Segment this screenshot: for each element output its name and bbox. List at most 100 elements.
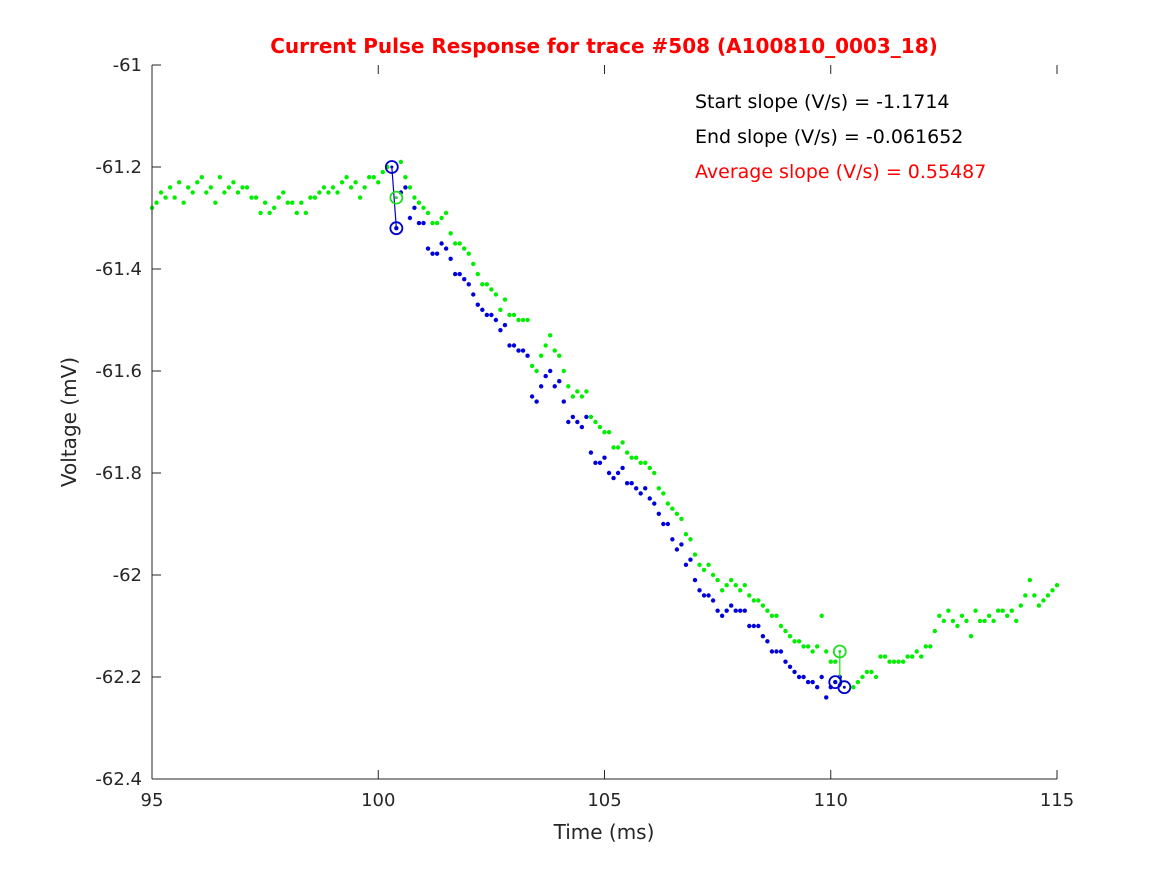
data-point-series-1 — [253, 195, 259, 200]
data-point-series-1 — [692, 552, 698, 557]
data-point-series-1 — [977, 618, 983, 624]
data-point-series-1 — [900, 659, 906, 664]
data-point-series-1 — [244, 185, 250, 190]
data-point-series-1 — [471, 261, 476, 267]
data-point-series-2 — [493, 317, 499, 323]
data-point-series-1 — [814, 644, 820, 649]
data-point-series-2 — [633, 486, 639, 491]
slope-annotation: End slope (V/s) = -0.061652 — [695, 126, 963, 148]
data-point-series-1 — [742, 583, 747, 588]
data-point-series-2 — [751, 623, 757, 629]
data-point-series-1 — [199, 175, 204, 180]
data-point-series-2 — [489, 312, 494, 318]
data-point-series-1 — [290, 200, 295, 205]
data-point-series-1 — [652, 470, 657, 476]
y-tick-label: -61.8 — [95, 463, 142, 484]
data-point-series-1 — [321, 185, 327, 190]
data-point-series-1 — [566, 384, 571, 389]
data-point-series-1 — [670, 506, 675, 511]
data-point-series-1 — [833, 659, 838, 664]
data-point-series-2 — [824, 695, 829, 700]
data-point-series-1 — [258, 210, 263, 216]
data-point-series-2 — [511, 343, 517, 348]
slope-marker — [832, 644, 847, 659]
data-point-series-2 — [502, 322, 508, 328]
data-point-series-1 — [982, 618, 987, 624]
data-point-series-2 — [805, 679, 811, 685]
data-point-series-1 — [285, 200, 290, 205]
data-point-series-1 — [181, 200, 186, 205]
data-point-series-1 — [548, 333, 553, 338]
data-point-series-2 — [543, 373, 548, 379]
data-point-series-2 — [652, 501, 657, 506]
data-point-series-2 — [457, 271, 462, 277]
data-point-series-1 — [213, 200, 218, 205]
data-point-series-1 — [968, 634, 974, 639]
data-point-series-1 — [434, 220, 440, 226]
data-point-series-1 — [715, 577, 720, 583]
data-point-series-1 — [475, 271, 480, 277]
data-point-series-2 — [462, 277, 467, 282]
data-point-series-1 — [1045, 593, 1051, 598]
data-point-series-1 — [1027, 577, 1033, 583]
data-point-series-2 — [769, 649, 775, 654]
data-point-series-1 — [452, 241, 458, 246]
data-point-series-1 — [276, 195, 281, 200]
data-point-series-1 — [457, 241, 462, 246]
data-point-series-1 — [937, 613, 942, 618]
data-point-series-2 — [430, 251, 435, 256]
data-point-series-1 — [195, 180, 200, 185]
data-point-series-1 — [986, 613, 992, 618]
data-point-series-1 — [443, 210, 449, 216]
data-point-series-1 — [330, 185, 336, 190]
data-point-series-1 — [747, 593, 752, 598]
slope-marker — [389, 221, 404, 236]
data-point-series-1 — [448, 231, 453, 236]
data-point-series-1 — [882, 654, 888, 659]
data-point-series-1 — [489, 287, 494, 292]
data-point-series-1 — [398, 159, 404, 165]
data-point-series-1 — [493, 292, 499, 297]
data-point-series-1 — [923, 644, 928, 649]
data-point-series-2 — [403, 185, 408, 190]
data-point-series-1 — [946, 608, 951, 613]
data-point-series-2 — [638, 491, 643, 496]
data-point-series-2 — [529, 394, 535, 399]
data-point-series-2 — [575, 419, 580, 425]
marker-layer — [384, 160, 852, 695]
data-point-series-2 — [516, 348, 521, 353]
data-point-series-1 — [719, 588, 725, 593]
data-point-series-1 — [769, 613, 775, 618]
data-point-series-2 — [525, 353, 530, 358]
data-point-series-1 — [878, 654, 883, 659]
data-point-series-1 — [163, 195, 168, 200]
slope-connector — [391, 166, 397, 229]
data-point-series-2 — [706, 593, 711, 598]
data-point-series-1 — [303, 210, 309, 216]
x-tick-label: 95 — [141, 790, 164, 811]
data-point-series-1 — [271, 205, 277, 210]
data-point-series-1 — [661, 491, 666, 496]
data-point-series-1 — [262, 200, 268, 205]
data-point-series-1 — [991, 618, 996, 624]
data-point-series-2 — [719, 613, 725, 618]
data-point-series-2 — [439, 241, 444, 246]
data-point-series-1 — [538, 353, 544, 358]
data-point-series-1 — [828, 659, 833, 664]
data-point-series-2 — [507, 343, 512, 348]
data-point-series-1 — [534, 368, 539, 374]
data-point-series-1 — [851, 685, 856, 690]
data-point-series-1 — [575, 389, 580, 394]
y-tick-label: -61 — [113, 55, 142, 76]
data-point-series-1 — [1023, 593, 1028, 598]
data-point-series-1 — [425, 210, 431, 216]
data-point-series-2 — [480, 307, 485, 312]
data-point-series-1 — [733, 583, 738, 588]
slope-marker — [384, 160, 399, 174]
y-tick-label: -62.2 — [95, 667, 142, 688]
data-point-series-2 — [674, 547, 680, 552]
data-point-series-2 — [688, 557, 693, 562]
data-point-series-1 — [498, 307, 503, 312]
data-point-series-1 — [543, 343, 548, 348]
data-point-series-1 — [344, 175, 349, 180]
